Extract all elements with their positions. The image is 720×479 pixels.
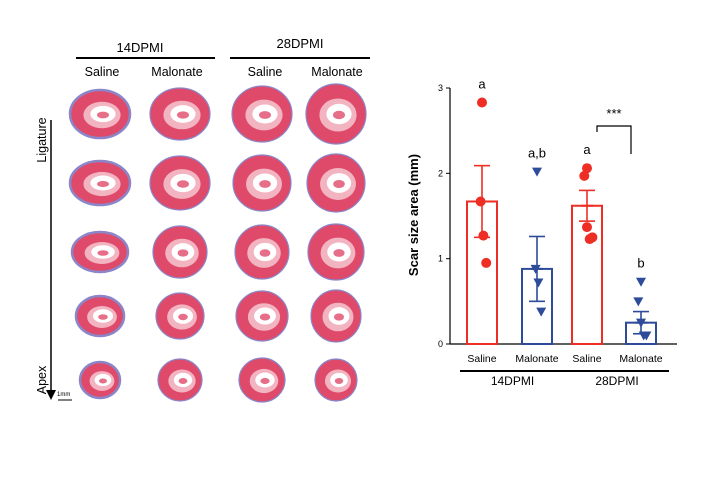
heart-section-papillary <box>97 111 109 119</box>
heart-section <box>235 290 289 342</box>
heart-section <box>157 358 203 402</box>
data-point <box>579 170 590 181</box>
heart-section-papillary <box>98 314 108 320</box>
heart-sections-grid <box>68 83 367 403</box>
heart-section-papillary <box>334 313 344 321</box>
significance-letter: b <box>637 256 644 271</box>
heart-section-papillary <box>260 377 270 385</box>
heart-section-papillary <box>259 313 271 321</box>
scale-bar-label: 1mm <box>57 392 70 398</box>
heart-section <box>314 358 358 402</box>
data-point <box>633 297 644 307</box>
heart-section <box>152 225 208 279</box>
y-tick-label: 3 <box>438 83 443 93</box>
y-tick-label: 2 <box>438 168 443 178</box>
heart-section <box>70 230 130 274</box>
y-tick-label: 0 <box>438 339 443 349</box>
heart-section <box>231 85 293 143</box>
heart-section-papillary <box>259 111 271 119</box>
condition-label-malonate-14: Malonate <box>151 65 202 79</box>
data-point <box>532 167 542 177</box>
significance-letter: a <box>478 77 486 92</box>
data-point <box>533 278 544 288</box>
heart-section-papillary <box>97 250 109 256</box>
heart-section <box>74 294 126 338</box>
heart-section <box>155 292 205 340</box>
data-point <box>636 318 646 328</box>
condition-label-saline-28: Saline <box>248 65 283 79</box>
heart-section-papillary <box>177 111 189 119</box>
heart-section <box>306 153 366 213</box>
apex-label: Apex <box>35 365 49 394</box>
significance-bracket <box>596 125 632 154</box>
heart-section <box>149 155 211 211</box>
heart-section-papillary <box>259 249 271 257</box>
heart-section-papillary <box>99 378 107 384</box>
significance-stars: *** <box>606 106 621 121</box>
y-tick-label: 1 <box>438 254 443 264</box>
heart-section-papillary <box>178 378 188 384</box>
y-axis-label: Scar size area (mm) <box>406 154 421 276</box>
heart-section <box>238 357 286 403</box>
data-point <box>582 222 592 233</box>
heart-section <box>68 88 132 140</box>
significance-letter: a <box>583 142 591 157</box>
group-label: 28DPMI <box>595 374 638 388</box>
data-point <box>477 97 487 108</box>
chart-points <box>475 97 652 341</box>
x-tick-label: Saline <box>572 353 601 365</box>
group-label: 14DPMI <box>491 374 534 388</box>
histology-panel: 14DPMI 28DPMI Saline Malonate Saline Mal… <box>35 36 370 403</box>
heart-section <box>149 87 211 141</box>
ligature-label: Ligature <box>35 117 49 162</box>
chart-bars <box>466 164 657 346</box>
data-point <box>478 230 489 241</box>
heart-section-papillary <box>333 110 345 120</box>
ligature-apex-arrowhead <box>46 390 56 400</box>
heart-section-papillary <box>259 180 271 188</box>
heart-section <box>68 159 132 207</box>
heart-section-papillary <box>177 180 189 188</box>
heart-section <box>307 223 365 281</box>
heart-section-papillary <box>334 378 344 384</box>
x-tick-label: Malonate <box>619 353 662 365</box>
data-point <box>636 277 646 287</box>
heart-section-papillary <box>97 180 109 188</box>
heart-section <box>78 360 122 400</box>
data-point <box>587 232 598 243</box>
heart-section <box>232 154 292 212</box>
group-label-14dpmi: 14DPMI <box>117 40 164 55</box>
heart-section <box>234 224 290 280</box>
chart-axes: 0 1 2 3 Saline Malonate Saline Malonate 14DPMI 28… <box>438 83 677 388</box>
heart-section-papillary <box>333 249 345 257</box>
heart-section-papillary <box>333 179 345 189</box>
heart-section-papillary <box>177 249 189 257</box>
condition-label-saline-14: Saline <box>85 65 120 79</box>
x-tick-label: Malonate <box>515 353 558 365</box>
data-point <box>481 257 492 268</box>
data-point <box>475 196 486 207</box>
scar-size-chart: Scar size area (mm) 0 1 2 3 Saline Malonate Sa… <box>406 77 677 388</box>
group-label-28dpmi: 28DPMI <box>277 36 324 51</box>
data-point <box>530 264 541 274</box>
data-point <box>582 163 592 174</box>
heart-section <box>305 83 367 145</box>
condition-label-malonate-28: Malonate <box>311 65 362 79</box>
x-tick-label: Saline <box>467 353 496 365</box>
significance-letter: a,b <box>528 146 546 161</box>
data-point <box>641 331 652 341</box>
heart-section-papillary <box>178 313 188 321</box>
heart-section <box>310 289 362 343</box>
chart-annotations: a a,b a b *** <box>478 77 644 271</box>
data-point <box>536 307 547 317</box>
